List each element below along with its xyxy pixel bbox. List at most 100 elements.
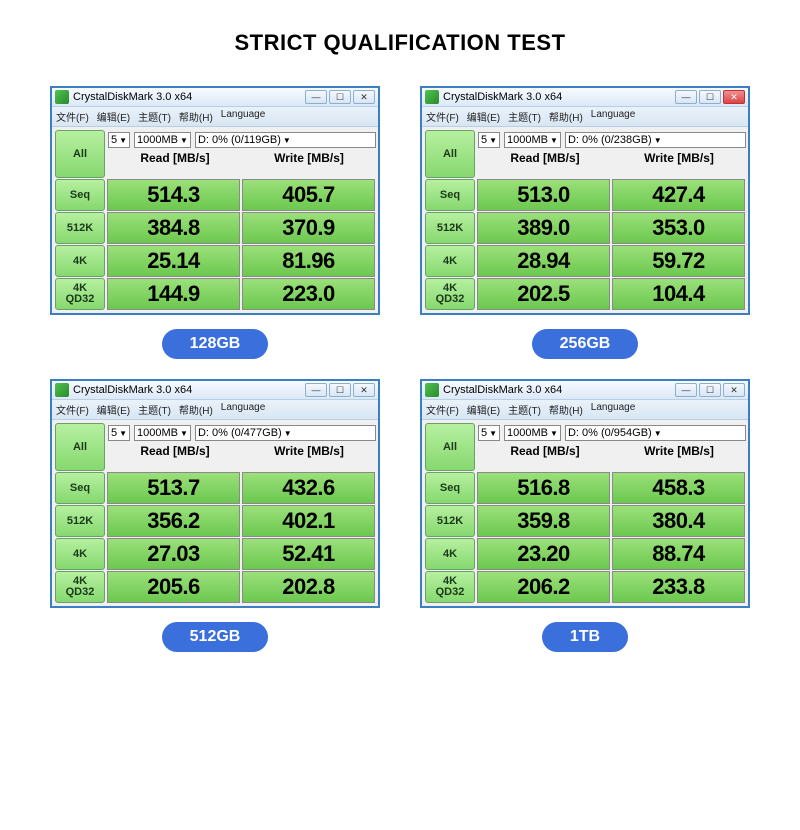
test-button[interactable]: Seq bbox=[55, 472, 105, 504]
menu-item-theme[interactable]: 主题(T) bbox=[508, 402, 541, 417]
menu-item-lang[interactable]: Language bbox=[221, 109, 266, 124]
minimize-button[interactable]: ― bbox=[675, 383, 697, 397]
all-button[interactable]: All bbox=[55, 130, 105, 178]
menu-item-file[interactable]: 文件(F) bbox=[56, 402, 89, 417]
close-button[interactable]: ✕ bbox=[723, 90, 745, 104]
runs-select[interactable]: 5▼ bbox=[478, 425, 500, 441]
app-icon bbox=[55, 90, 69, 104]
write-value: 202.8 bbox=[242, 571, 375, 603]
drive-select[interactable]: D: 0% (0/477GB)▼ bbox=[195, 425, 376, 441]
test-button[interactable]: 512K bbox=[55, 505, 105, 537]
menu-item-help[interactable]: 帮助(H) bbox=[179, 109, 213, 124]
app-icon bbox=[55, 383, 69, 397]
window-body: All5▼1000MB▼D: 0% (0/119GB)▼Read [MB/s]W… bbox=[52, 127, 378, 313]
close-button[interactable]: ✕ bbox=[353, 90, 375, 104]
test-button[interactable]: 4KQD32 bbox=[55, 278, 105, 310]
menu-item-edit[interactable]: 编辑(E) bbox=[467, 109, 500, 124]
menu-item-lang[interactable]: Language bbox=[591, 109, 636, 124]
test-button[interactable]: Seq bbox=[425, 179, 475, 211]
app-window: CrystalDiskMark 3.0 x64―☐✕文件(F)编辑(E)主题(T… bbox=[50, 379, 380, 608]
app-window: CrystalDiskMark 3.0 x64―☐✕ 文件(F) 编辑(E) 主题(T… bbox=[420, 379, 750, 608]
minimize-button[interactable]: ― bbox=[675, 90, 697, 104]
menu-item-theme[interactable]: 主题(T) bbox=[138, 402, 171, 417]
chevron-down-icon: ▼ bbox=[283, 136, 291, 145]
maximize-button[interactable]: ☐ bbox=[699, 383, 721, 397]
capacity-badge: 512GB bbox=[162, 622, 269, 652]
runs-select[interactable]: 5▼ bbox=[108, 132, 130, 148]
read-value: 384.8 bbox=[107, 212, 240, 244]
menu-item-help[interactable]: 帮助(H) bbox=[179, 402, 213, 417]
menu-item-lang[interactable]: Language bbox=[591, 402, 636, 417]
data-row: Seq516.8458.3 bbox=[424, 472, 746, 504]
read-header: Read [MB/s] bbox=[108, 444, 242, 458]
menu-item-theme[interactable]: 主题(T) bbox=[508, 109, 541, 124]
test-button[interactable]: Seq bbox=[425, 472, 475, 504]
maximize-button[interactable]: ☐ bbox=[329, 383, 351, 397]
runs-select[interactable]: 5▼ bbox=[108, 425, 130, 441]
test-button[interactable]: Seq bbox=[55, 179, 105, 211]
menubar: 文件(F) 编辑(E) 主题(T) 帮助(H) Language bbox=[52, 400, 378, 420]
read-value: 205.6 bbox=[107, 571, 240, 603]
read-value: 144.9 bbox=[107, 278, 240, 310]
test-button[interactable]: 4KQD32 bbox=[425, 278, 475, 310]
chevron-down-icon: ▼ bbox=[654, 429, 662, 438]
menu-item-edit[interactable]: 编辑(E) bbox=[97, 109, 130, 124]
test-button[interactable]: 4K bbox=[425, 538, 475, 570]
write-value: 405.7 bbox=[242, 179, 375, 211]
drive-select[interactable]: D: 0% (0/119GB)▼ bbox=[195, 132, 376, 148]
maximize-button[interactable]: ☐ bbox=[329, 90, 351, 104]
titlebar: CrystalDiskMark 3.0 x64―☐✕ bbox=[52, 88, 378, 107]
test-button[interactable]: 4KQD32 bbox=[55, 571, 105, 603]
size-select[interactable]: 1000MB▼ bbox=[134, 425, 191, 441]
minimize-button[interactable]: ― bbox=[305, 90, 327, 104]
test-button[interactable]: 512K bbox=[55, 212, 105, 244]
test-button[interactable]: 512K bbox=[425, 212, 475, 244]
menu-item-file[interactable]: 文件(F) bbox=[426, 402, 459, 417]
app-icon bbox=[425, 383, 439, 397]
titlebar: CrystalDiskMark 3.0 x64―☐✕ bbox=[422, 381, 748, 400]
close-button[interactable]: ✕ bbox=[353, 383, 375, 397]
maximize-button[interactable]: ☐ bbox=[699, 90, 721, 104]
all-button[interactable]: All bbox=[425, 423, 475, 471]
menu-item-help[interactable]: 帮助(H) bbox=[549, 109, 583, 124]
minimize-button[interactable]: ― bbox=[305, 383, 327, 397]
menubar: 文件(F) 编辑(E) 主题(T) 帮助(H) Language bbox=[422, 400, 748, 420]
window-title: CrystalDiskMark 3.0 x64 bbox=[443, 91, 562, 103]
test-button[interactable]: 4K bbox=[55, 538, 105, 570]
test-button[interactable]: 4K bbox=[55, 245, 105, 277]
all-button[interactable]: All bbox=[425, 130, 475, 178]
chevron-down-icon: ▼ bbox=[180, 429, 188, 438]
drive-select[interactable]: D: 0% (0/954GB)▼ bbox=[565, 425, 746, 441]
titlebar: CrystalDiskMark 3.0 x64 ―☐✕ bbox=[422, 88, 748, 107]
app-window: CrystalDiskMark 3.0 x64 ―☐✕ 文件(F) 编辑(E) 主题(T… bbox=[420, 86, 750, 315]
size-select[interactable]: 1000MB▼ bbox=[504, 425, 561, 441]
menu-item-file[interactable]: 文件(F) bbox=[426, 109, 459, 124]
data-row: 4KQD32206.2233.8 bbox=[424, 571, 746, 603]
all-button[interactable]: All bbox=[55, 423, 105, 471]
test-button[interactable]: 512K bbox=[425, 505, 475, 537]
read-value: 27.03 bbox=[107, 538, 240, 570]
data-row: 512K359.8380.4 bbox=[424, 505, 746, 537]
close-button[interactable]: ✕ bbox=[723, 383, 745, 397]
read-value: 356.2 bbox=[107, 505, 240, 537]
read-header: Read [MB/s] bbox=[478, 151, 612, 165]
write-value: 52.41 bbox=[242, 538, 375, 570]
data-row: 512K356.2402.1 bbox=[54, 505, 376, 537]
read-value: 389.0 bbox=[477, 212, 610, 244]
size-select[interactable]: 1000MB▼ bbox=[504, 132, 561, 148]
test-button[interactable]: 4KQD32 bbox=[425, 571, 475, 603]
write-value: 432.6 bbox=[242, 472, 375, 504]
menu-item-file[interactable]: 文件(F) bbox=[56, 109, 89, 124]
menu-item-edit[interactable]: 编辑(E) bbox=[97, 402, 130, 417]
test-button[interactable]: 4K bbox=[425, 245, 475, 277]
menu-item-help[interactable]: 帮助(H) bbox=[549, 402, 583, 417]
write-header: Write [MB/s] bbox=[242, 444, 376, 458]
benchmark-grid: CrystalDiskMark 3.0 x64―☐✕文件(F)编辑(E)主题(T… bbox=[0, 86, 800, 652]
drive-select[interactable]: D: 0% (0/238GB)▼ bbox=[565, 132, 746, 148]
menu-item-theme[interactable]: 主题(T) bbox=[138, 109, 171, 124]
data-row: 4KQD32205.6202.8 bbox=[54, 571, 376, 603]
menu-item-edit[interactable]: 编辑(E) bbox=[467, 402, 500, 417]
menu-item-lang[interactable]: Language bbox=[221, 402, 266, 417]
runs-select[interactable]: 5▼ bbox=[478, 132, 500, 148]
size-select[interactable]: 1000MB▼ bbox=[134, 132, 191, 148]
